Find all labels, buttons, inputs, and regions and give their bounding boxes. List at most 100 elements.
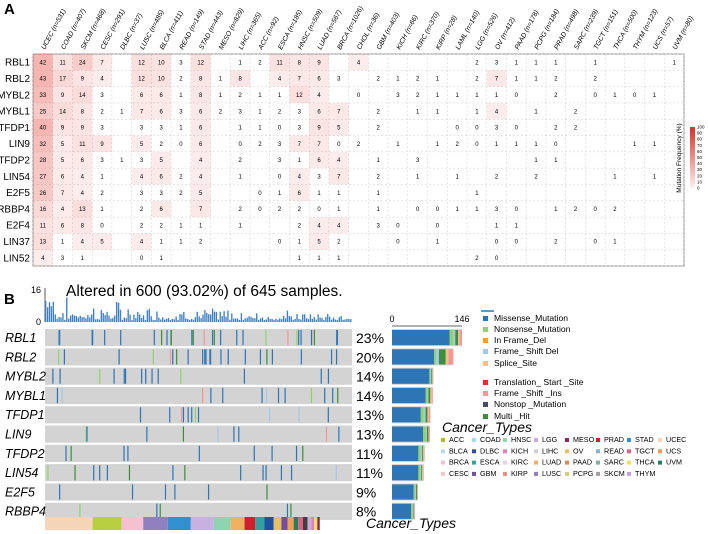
heatmap-cell-value: 11	[276, 60, 283, 66]
top-histogram-bar	[110, 318, 112, 322]
top-histogram-bar	[350, 319, 352, 322]
heatmap-cell	[52, 119, 73, 136]
heatmap-cell-value: 0	[515, 126, 519, 132]
mutation-cell	[172, 349, 174, 365]
heatmap-cell-value: 0	[436, 223, 440, 229]
top-histogram-bar	[284, 318, 287, 322]
heatmap-cell-value: 2	[278, 207, 282, 213]
top-histogram-bar	[238, 319, 241, 322]
top-histogram-bar	[305, 318, 308, 322]
top-histogram-bar	[148, 308, 150, 322]
heatmap-cell	[72, 86, 93, 103]
heatmap-cell-value: 2	[238, 207, 242, 213]
heatmap-cell	[72, 70, 93, 87]
heatmap-cell-value: 1	[495, 93, 499, 99]
mutation-cell	[327, 407, 329, 423]
mutation-legend-swatch	[483, 349, 488, 354]
heatmap-cell-value: 2	[258, 142, 262, 148]
heatmap-cell-value: 4	[495, 109, 499, 115]
heatmap-cell-value: 2	[416, 93, 420, 99]
mutation-cell	[74, 465, 76, 481]
legend-tick-label: 30	[697, 167, 703, 172]
gene-label: RBBP4	[5, 505, 46, 519]
heatmap-cell	[72, 184, 93, 201]
heatmap-cell-value: 1	[238, 126, 242, 132]
heatmap-cell-value: 1	[61, 240, 65, 246]
gene-bar-segment	[449, 330, 454, 346]
heatmap-cell	[33, 135, 53, 152]
mutation-cell	[298, 330, 300, 346]
heatmap-cell-value: 6	[199, 109, 203, 115]
top-histogram-bar	[231, 313, 233, 322]
mutation-cell	[227, 349, 229, 365]
mutation-legend-swatch	[483, 316, 488, 321]
gene-bar-segment	[431, 387, 433, 404]
top-histogram-bar	[133, 314, 135, 322]
heatmap-cell-value: 1	[258, 109, 262, 115]
heatmap-frame	[32, 53, 685, 267]
heatmap-cell-value: 6	[199, 126, 203, 132]
cancer-band-segment	[264, 517, 274, 530]
heatmap-cell-value: 26	[40, 191, 47, 197]
top-histogram-bar	[96, 319, 99, 322]
heatmap-cell-value: 1	[377, 191, 381, 197]
top-histogram-bar	[313, 317, 315, 322]
heatmap-cell-value: 1	[475, 207, 479, 213]
heatmap-cell-value: 6	[317, 109, 321, 115]
cancer-legend-label: LUSC	[542, 469, 561, 478]
heatmap-cell	[72, 135, 93, 152]
cancer-legend-label: UCEC	[666, 435, 686, 444]
cancer-legend-swatch	[596, 449, 600, 454]
mutation-legend-label: Frame_ Shift Del	[494, 346, 559, 356]
cancer-legend-label: ESCA	[480, 458, 500, 467]
top-histogram-bar	[198, 316, 200, 322]
mutation-cell	[325, 426, 328, 442]
heatmap-cell-value: 1	[278, 191, 282, 197]
mutation-cell	[253, 445, 255, 461]
heatmap-cell-value: 11	[40, 223, 47, 229]
cancer-legend-label: LUAD	[542, 458, 561, 467]
top-histogram-bar	[257, 319, 260, 322]
heatmap-cell-value: 7	[337, 109, 341, 115]
heatmap-cell-value: 6	[61, 175, 65, 181]
mutation-cell	[202, 349, 204, 365]
oncoprint-row-bg	[45, 348, 352, 366]
heatmap-cell	[190, 200, 211, 218]
heatmap-cell-value: 7	[140, 109, 144, 115]
heatmap-cell-value: 1	[475, 93, 479, 99]
heatmap-cell	[190, 151, 211, 169]
top-histogram-bar	[346, 318, 348, 322]
heatmap-cell-value: 1	[455, 207, 459, 213]
panel-a-label: A	[4, 1, 15, 18]
mutation-cell	[209, 349, 212, 365]
top-histogram-bar	[208, 314, 210, 322]
cancer-legend-swatch	[503, 449, 507, 454]
top-histogram-bar	[219, 311, 221, 322]
heatmap-cell-value: 3	[100, 158, 104, 164]
top-histogram-bar	[106, 311, 108, 322]
cancer-legend-label: PRAD	[604, 435, 624, 444]
heatmap-cell-value: 1	[298, 256, 302, 262]
top-histogram-bar	[142, 315, 145, 322]
heatmap-cell-value: 4	[81, 240, 85, 246]
gene-bar-segment	[428, 426, 430, 442]
heatmap-cell-value: 6	[298, 191, 302, 197]
top-histogram-bar	[279, 318, 281, 322]
cancer-legend-label: STAD	[635, 435, 654, 444]
cancer-legend-label: TGCT	[635, 446, 655, 455]
cancer-legend-swatch	[503, 471, 507, 476]
top-histogram-bar	[317, 314, 319, 322]
mutation-legend-label: Missense_Mutation	[494, 313, 568, 323]
heatmap-cell-value: 7	[100, 60, 104, 66]
mutation-cell	[207, 484, 210, 500]
heatmap-cell	[190, 70, 211, 87]
gene-bar-segment	[418, 445, 421, 461]
top-histogram-bar	[206, 312, 208, 322]
heatmap-cell-value: 1	[199, 223, 203, 229]
heatmap-cell-value: 3	[100, 126, 104, 132]
mutation-cell	[141, 368, 143, 384]
cancer-legend-swatch	[503, 438, 507, 442]
top-histogram-bar	[121, 319, 124, 322]
top-histogram-bar	[140, 318, 143, 322]
heatmap-cell-value: 1	[515, 223, 519, 229]
